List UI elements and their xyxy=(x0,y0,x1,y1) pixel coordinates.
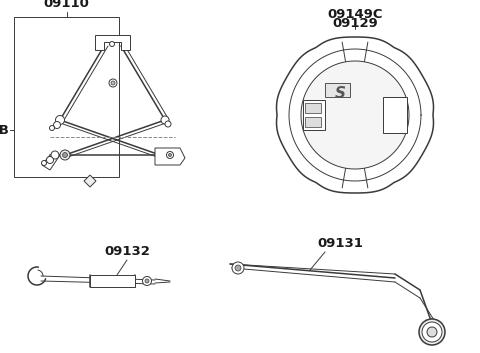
Polygon shape xyxy=(305,117,321,127)
Polygon shape xyxy=(95,35,130,50)
Circle shape xyxy=(143,276,152,286)
Circle shape xyxy=(419,319,445,345)
Circle shape xyxy=(235,265,241,271)
Text: 09110: 09110 xyxy=(44,0,89,10)
Polygon shape xyxy=(305,103,321,113)
Polygon shape xyxy=(42,155,60,170)
Circle shape xyxy=(422,322,442,342)
Polygon shape xyxy=(301,61,409,169)
Text: 09132: 09132 xyxy=(104,245,150,258)
Circle shape xyxy=(145,279,149,283)
Polygon shape xyxy=(276,37,433,193)
Polygon shape xyxy=(383,97,407,133)
Polygon shape xyxy=(303,100,325,130)
Polygon shape xyxy=(90,275,135,287)
Polygon shape xyxy=(84,175,96,187)
Circle shape xyxy=(62,152,68,157)
Circle shape xyxy=(41,161,47,166)
Circle shape xyxy=(168,154,171,156)
Circle shape xyxy=(49,126,55,131)
Circle shape xyxy=(111,81,115,85)
Circle shape xyxy=(232,262,244,274)
Text: 09127B: 09127B xyxy=(0,124,9,137)
Circle shape xyxy=(167,151,173,158)
Circle shape xyxy=(47,156,53,163)
Circle shape xyxy=(161,116,169,124)
Circle shape xyxy=(53,121,60,128)
Text: 09149C: 09149C xyxy=(327,8,383,21)
Polygon shape xyxy=(155,148,185,165)
Text: S: S xyxy=(335,85,346,101)
Circle shape xyxy=(427,327,437,337)
Bar xyxy=(14,17,119,177)
Text: 09129: 09129 xyxy=(332,17,378,30)
Circle shape xyxy=(51,151,59,159)
Circle shape xyxy=(165,121,171,127)
Circle shape xyxy=(109,42,115,47)
Circle shape xyxy=(56,115,64,125)
Text: 09131: 09131 xyxy=(317,237,363,250)
Circle shape xyxy=(109,79,117,87)
Polygon shape xyxy=(325,83,350,97)
Circle shape xyxy=(60,150,70,160)
